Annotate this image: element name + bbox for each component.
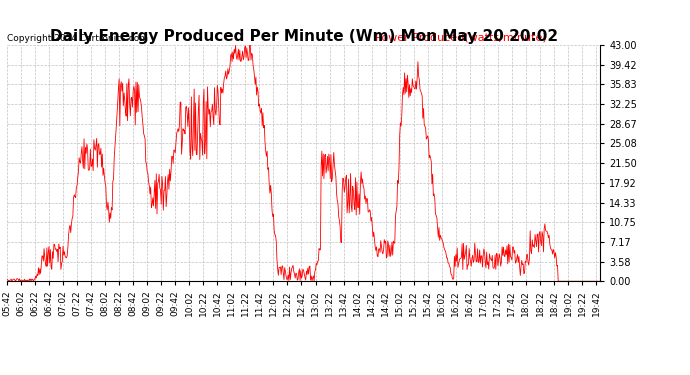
Text: Power Produced(watts/minute): Power Produced(watts/minute) bbox=[375, 33, 546, 43]
Text: Copyright 2024 Cartronics.com: Copyright 2024 Cartronics.com bbox=[7, 34, 148, 43]
Title: Daily Energy Produced Per Minute (Wm) Mon May 20 20:02: Daily Energy Produced Per Minute (Wm) Mo… bbox=[50, 29, 558, 44]
